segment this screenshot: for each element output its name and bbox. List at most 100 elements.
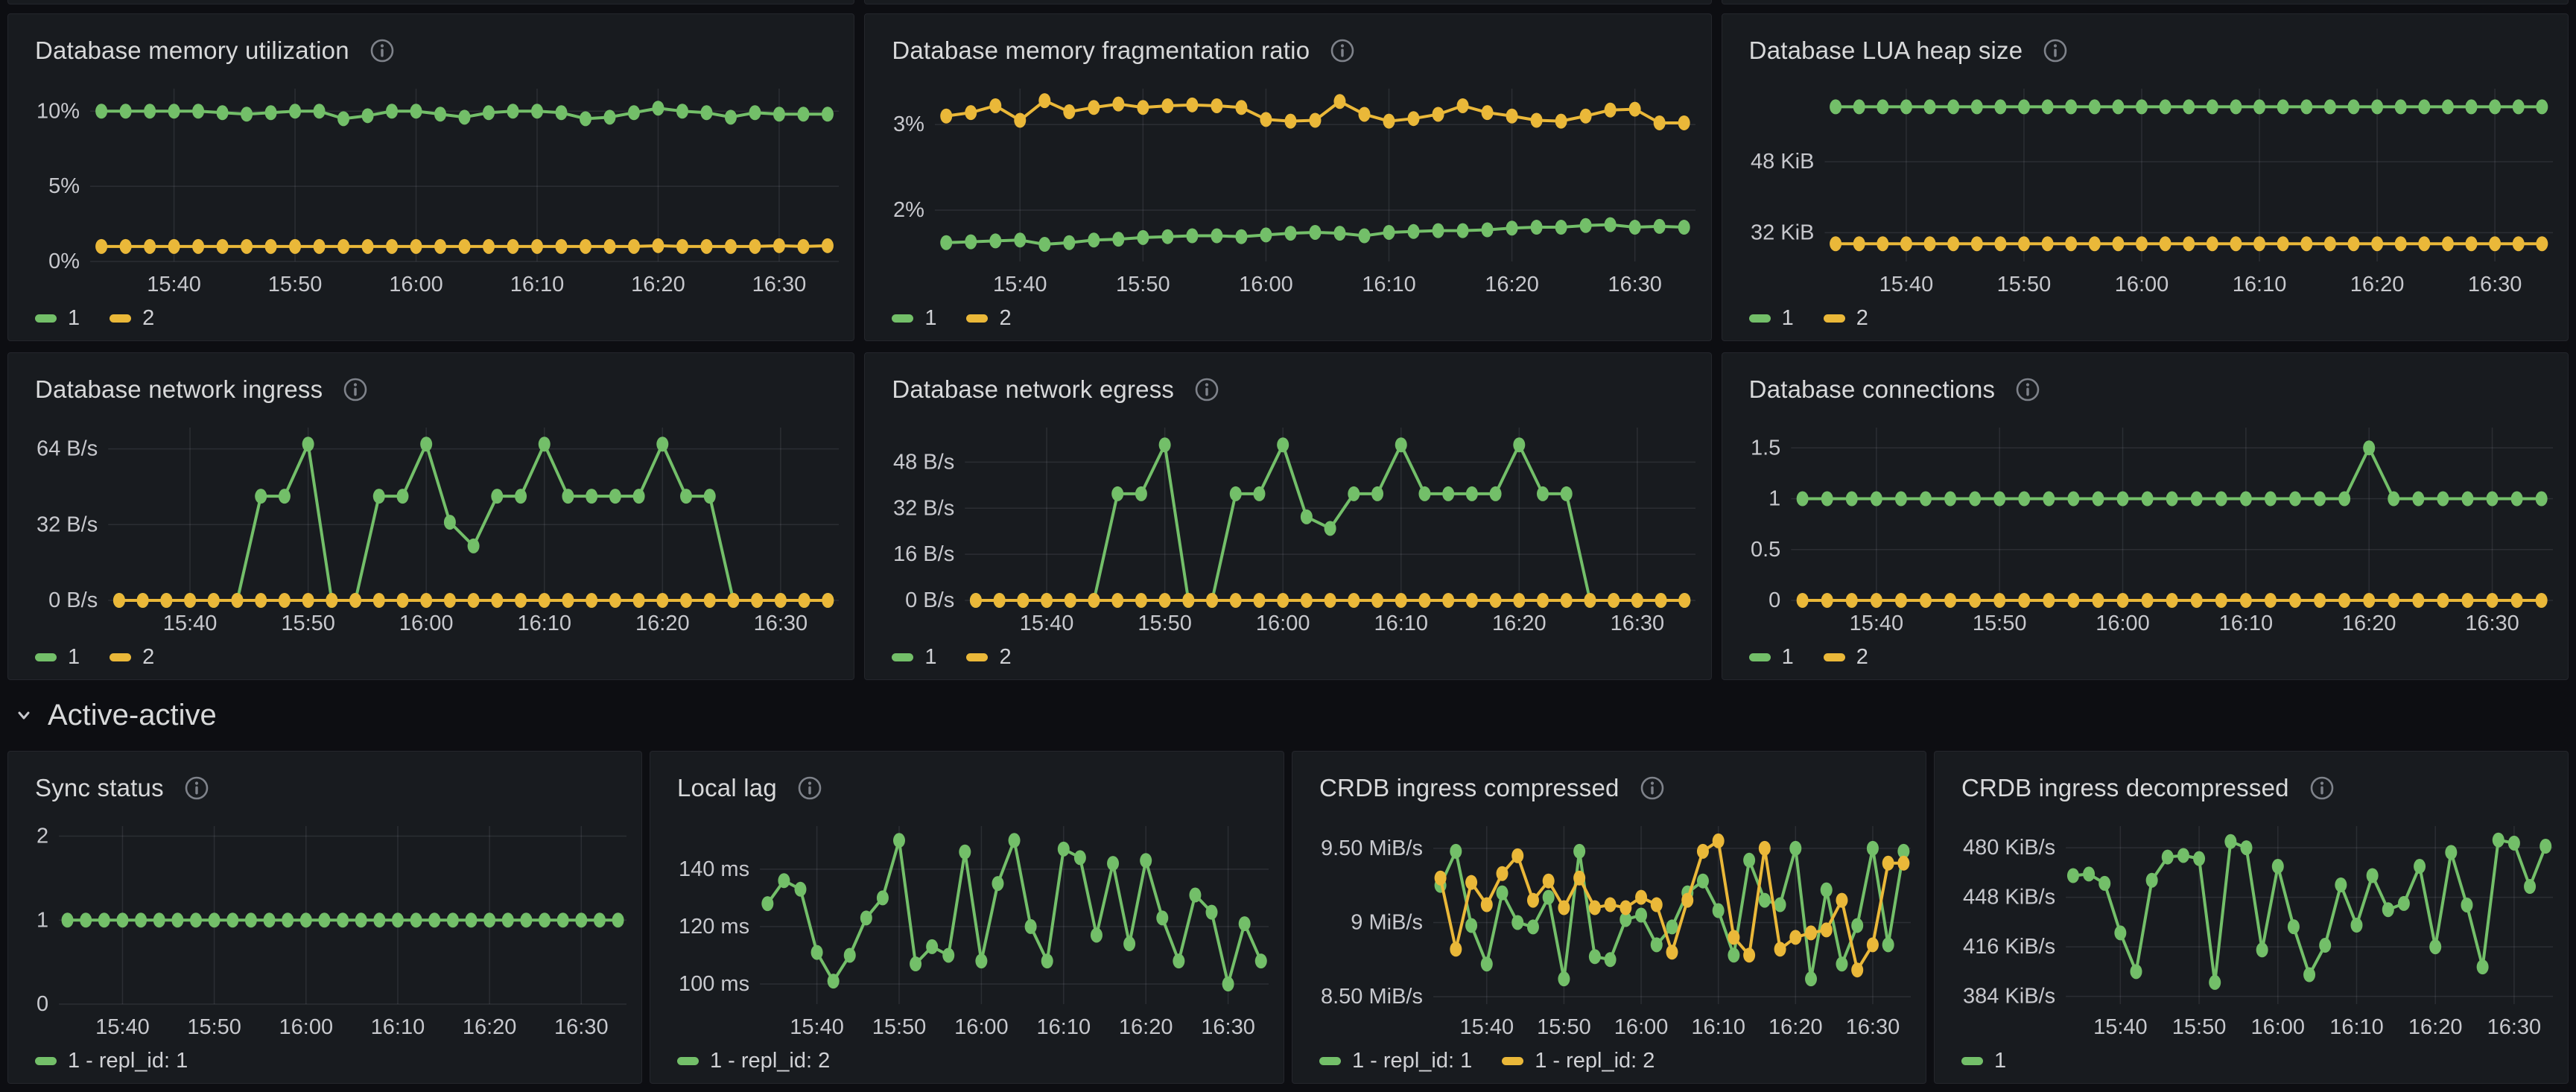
svg-text:16:20: 16:20 — [631, 273, 685, 296]
legend-label: 2 — [142, 644, 155, 669]
legend-item[interactable]: 1 — [892, 306, 936, 331]
svg-text:15:50: 15:50 — [1116, 273, 1170, 296]
chart-database-lua-heap-size[interactable]: 15:40 15:50 16:00 16:10 16:20 16:30 48 KiB 32 K… — [1722, 66, 2568, 299]
legend-item[interactable]: 1 - repl_id: 2 — [677, 1049, 830, 1073]
chart-local-lag[interactable]: 15:40 15:50 16:00 16:10 16:20 16:30 140 ms 120 … — [650, 804, 1284, 1041]
panel-header[interactable]: Database LUA heap size — [1722, 26, 2568, 75]
legend-item[interactable]: 1 - repl_id: 1 — [35, 1049, 188, 1073]
panel-header[interactable]: CRDB ingress compressed — [1292, 764, 1926, 813]
panel-header[interactable]: Sync status — [8, 764, 641, 813]
panel-header[interactable]: Local lag — [650, 764, 1284, 813]
svg-text:8.50 MiB/s: 8.50 MiB/s — [1321, 985, 1423, 1009]
svg-text:16:00: 16:00 — [389, 273, 443, 296]
panel-header[interactable]: Database network ingress — [8, 365, 854, 414]
chart-crdb-ingress-decompressed[interactable]: 15:40 15:50 16:00 16:10 16:20 16:30 480 KiB/s 4… — [1935, 804, 2568, 1041]
svg-text:16:30: 16:30 — [752, 273, 807, 296]
chart-sync-status[interactable]: 15:40 15:50 16:00 16:10 16:20 16:30 2 1 0 — [8, 804, 641, 1041]
legend-item[interactable]: 1 — [35, 306, 80, 331]
svg-text:16:10: 16:10 — [2232, 273, 2286, 296]
panel-header[interactable]: CRDB ingress decompressed — [1935, 764, 2568, 813]
svg-text:15:40: 15:40 — [993, 273, 1047, 296]
svg-text:15:40: 15:40 — [95, 1015, 150, 1039]
legend-item[interactable]: 1 — [35, 645, 80, 670]
svg-text:15:40: 15:40 — [790, 1015, 844, 1039]
legend-item[interactable]: 2 — [966, 305, 1012, 331]
panel-database-network-egress: Database network egress 15:40 15:50 16:00 1… — [864, 352, 1712, 680]
info-icon[interactable] — [2042, 37, 2069, 64]
legend-label: 2 — [1856, 305, 1868, 330]
legend: 1 — [1961, 1047, 2006, 1074]
info-icon[interactable] — [2309, 775, 2335, 801]
info-icon[interactable] — [1639, 775, 1666, 801]
chart-svg: 15:40 15:50 16:00 16:10 16:20 16:30 48 KiB 32 K… — [1751, 89, 2553, 296]
panel-title: Database network ingress — [35, 375, 323, 403]
chart-crdb-ingress-compressed[interactable]: 15:40 15:50 16:00 16:10 16:20 16:30 9.50 MiB/s… — [1292, 804, 1926, 1041]
legend-item[interactable]: 2 — [966, 644, 1012, 670]
legend-label: 2 — [1856, 644, 1868, 669]
legend-chip — [1748, 314, 1771, 323]
chart-database-memory-utilization[interactable]: 15:40 15:50 16:00 16:10 16:20 16:30 10% 5% 0% — [8, 66, 854, 299]
legend-label: 2 — [999, 305, 1012, 330]
chart-svg: 15:40 15:50 16:00 16:10 16:20 16:30 10% 5% 0% — [37, 89, 839, 296]
svg-text:5%: 5% — [48, 174, 80, 198]
svg-text:16:10: 16:10 — [1362, 273, 1417, 296]
svg-text:32 KiB: 32 KiB — [1751, 220, 1814, 244]
legend-chip — [1961, 1056, 1983, 1065]
legend-item[interactable]: 1 - repl_id: 2 — [1502, 1049, 1655, 1073]
panel-header[interactable]: Database memory utilization — [8, 26, 854, 75]
svg-text:64 B/s: 64 B/s — [37, 437, 98, 461]
legend-chip — [892, 653, 914, 661]
legend-item[interactable]: 1 — [892, 645, 936, 670]
chart-database-memory-fragmentation-ratio[interactable]: 15:40 15:50 16:00 16:10 16:20 16:30 3% 2% — [865, 66, 1710, 299]
svg-text:15:50: 15:50 — [1973, 612, 2027, 635]
row-header-active-active[interactable]: Active-active — [12, 694, 217, 736]
info-icon[interactable] — [342, 376, 369, 403]
svg-text:16:10: 16:10 — [2329, 1015, 2384, 1039]
info-icon[interactable] — [1329, 37, 1356, 64]
chart-svg: 15:40 15:50 16:00 16:10 16:20 16:30 64 B/s 32 B… — [37, 428, 839, 635]
svg-text:16:00: 16:00 — [2250, 1015, 2305, 1039]
panel-title: Database memory fragmentation ratio — [892, 36, 1310, 64]
legend-item[interactable]: 2 — [1823, 305, 1868, 331]
panel-header[interactable]: Database connections — [1722, 365, 2568, 414]
info-icon[interactable] — [796, 775, 823, 801]
legend-item[interactable]: 1 — [1748, 305, 1794, 331]
legend-item[interactable]: 2 — [110, 645, 154, 670]
panel-header[interactable]: Database network egress — [865, 365, 1710, 414]
legend-label: 1 — [1781, 305, 1794, 330]
legend-chip — [966, 653, 989, 661]
legend-item[interactable]: 2 — [1823, 644, 1868, 670]
info-icon[interactable] — [183, 775, 210, 801]
chart-database-connections[interactable]: 15:40 15:50 16:00 16:10 16:20 16:30 1.5 1 0.5 0 — [1722, 405, 2568, 638]
panel-header[interactable]: Database memory fragmentation ratio — [865, 26, 1710, 75]
legend-chip — [677, 1056, 699, 1065]
svg-text:16:10: 16:10 — [510, 273, 565, 296]
chart-database-network-egress[interactable]: 15:40 15:50 16:00 16:10 16:20 16:30 48 B/s 32 B… — [865, 405, 1710, 638]
svg-text:1.5: 1.5 — [1751, 436, 1780, 460]
svg-text:48 B/s: 48 B/s — [893, 450, 954, 474]
info-icon[interactable] — [369, 37, 396, 64]
svg-text:16:30: 16:30 — [1608, 273, 1663, 296]
svg-text:16:20: 16:20 — [1119, 1015, 1173, 1039]
svg-text:1: 1 — [1768, 487, 1780, 511]
legend-item[interactable]: 1 — [1961, 1049, 2006, 1073]
legend-item[interactable]: 1 - repl_id: 1 — [1319, 1049, 1472, 1073]
panel-title: Database connections — [1748, 375, 1996, 403]
svg-text:15:40: 15:40 — [147, 273, 201, 296]
panel-title: Local lag — [677, 774, 777, 801]
legend-label: 1 - repl_id: 1 — [68, 1048, 188, 1073]
svg-text:16:30: 16:30 — [1201, 1015, 1255, 1039]
info-icon[interactable] — [1193, 376, 1220, 403]
svg-text:0: 0 — [1768, 588, 1780, 612]
info-icon[interactable] — [2014, 376, 2041, 403]
legend-label: 2 — [999, 644, 1012, 669]
legend-item[interactable]: 1 — [1748, 645, 1794, 670]
chart-database-network-ingress[interactable]: 15:40 15:50 16:00 16:10 16:20 16:30 64 B/s 32 B… — [8, 405, 854, 638]
legend-chip — [1502, 1056, 1524, 1065]
svg-text:16:30: 16:30 — [1611, 612, 1665, 635]
chevron-down-icon — [12, 703, 36, 727]
legend-item[interactable]: 2 — [110, 306, 154, 331]
svg-text:16:20: 16:20 — [635, 612, 690, 635]
